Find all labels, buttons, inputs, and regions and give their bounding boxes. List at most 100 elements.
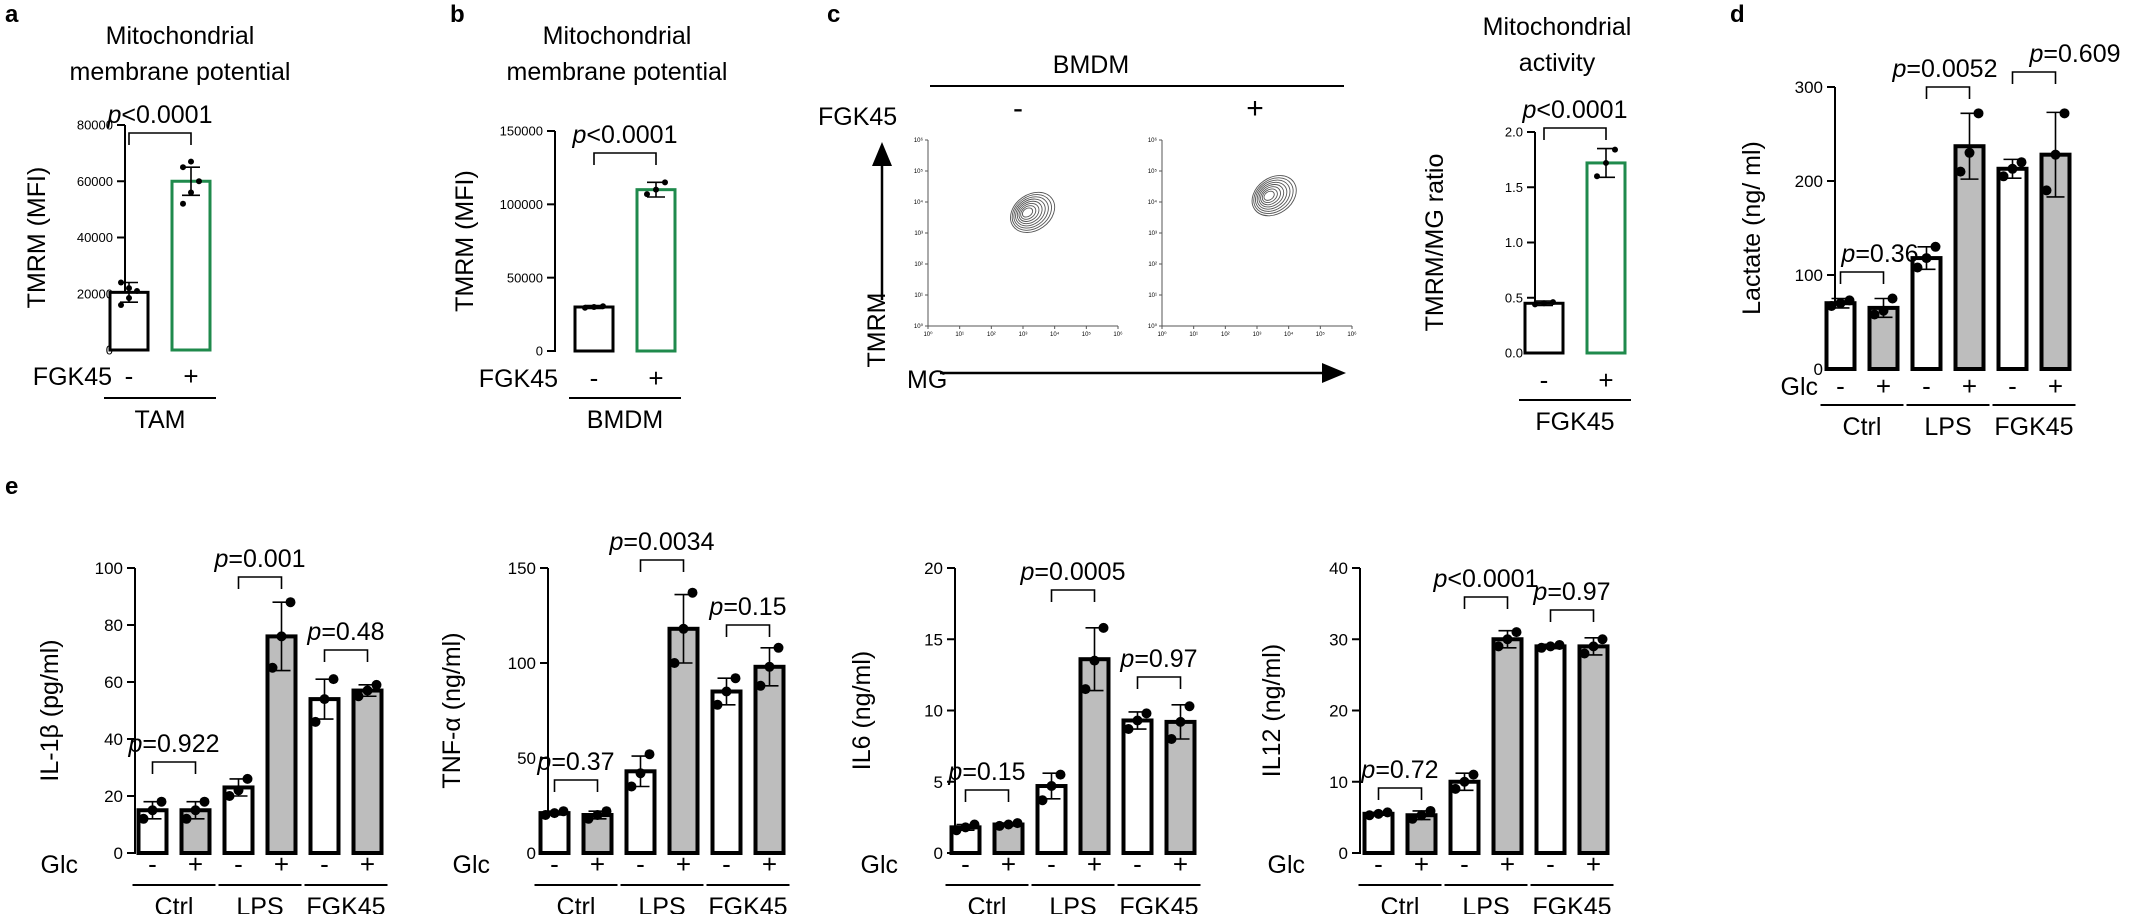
flow-header: BMDM — [1053, 51, 1129, 79]
panel-a-title-line2: membrane potential — [70, 58, 291, 86]
data-point — [582, 304, 588, 311]
data-point — [233, 785, 244, 796]
group-label: LPS — [1049, 893, 1096, 914]
data-point — [190, 805, 201, 816]
group-label: LPS — [1462, 893, 1509, 914]
x-tick-label: - — [1836, 371, 1845, 401]
flow-contour — [1016, 200, 1043, 225]
flow-x-arrowhead — [1322, 363, 1346, 383]
p-value-label-rest: =0.609 — [2043, 40, 2120, 68]
flow-y-tick-label: 10⁴ — [914, 199, 924, 206]
x-tick-label: + — [762, 849, 777, 879]
y-tick-label: 50000 — [507, 270, 543, 285]
bar — [351, 688, 384, 855]
data-point — [2059, 108, 2070, 119]
data-point — [1869, 309, 1880, 320]
data-point — [199, 796, 210, 807]
y-tick-label: 40000 — [77, 230, 113, 245]
p-value-label-p: p — [1840, 240, 1855, 268]
y-tick-label: 150000 — [500, 124, 543, 139]
y-tick-label: 80000 — [77, 118, 113, 133]
data-point — [310, 716, 321, 727]
y-tick-label: 1.0 — [1505, 235, 1523, 250]
p-value-label-p: p — [2028, 40, 2043, 68]
panel-e-chart-2: 0 50 100 150 TNF-α (ng/ml) - + - + - + Glc Ctrl LPS FG… — [438, 528, 790, 914]
data-point — [1184, 701, 1195, 712]
flow-y-axis-label: TMRM — [863, 293, 891, 368]
x-tick-label: + — [1087, 849, 1102, 879]
y-axis-label: IL-1β (pg/ml) — [36, 639, 64, 781]
flow-contour — [1251, 175, 1297, 217]
y-tick-label: 40 — [1329, 559, 1348, 578]
data-point — [371, 679, 382, 690]
flow-contour — [1260, 186, 1281, 206]
data-point — [180, 164, 186, 171]
bar — [1491, 637, 1524, 855]
flow-contour — [1258, 184, 1285, 208]
x-tick-label: + — [676, 849, 691, 879]
bar — [635, 188, 677, 353]
y-tick-label: 2.0 — [1505, 125, 1523, 140]
p-value-label: p=0.15 — [947, 758, 1025, 786]
data-point — [1878, 305, 1889, 316]
panel-a-title-line1: Mitochondrial — [106, 22, 255, 50]
flow-row-label: FGK45 — [818, 103, 897, 131]
data-point — [540, 810, 551, 820]
data-point — [134, 287, 140, 294]
y-tick-label: 1.5 — [1505, 180, 1523, 195]
p-value-label-p: p — [1532, 578, 1547, 606]
y-tick-label: 20000 — [77, 286, 113, 301]
data-point — [644, 749, 655, 760]
data-point — [362, 685, 373, 696]
p-value-label-p: p — [708, 593, 723, 621]
group-label: Ctrl — [968, 893, 1007, 914]
data-point — [601, 806, 612, 817]
group-label: LPS — [236, 893, 283, 914]
bar — [1996, 166, 2029, 371]
panel-c-chart: 0.0 0.5 1.0 1.5 2.0 TMRM/MG ratio - + FGK45 p<0.0… — [1421, 96, 1631, 436]
x-row-label: FGK45 — [479, 365, 558, 393]
p-value-label: p<0.0001 — [107, 101, 213, 129]
panel-letter-d: d — [1730, 1, 1745, 28]
flow-contour — [1256, 181, 1288, 210]
flow-y-tick-label: 10² — [914, 262, 923, 268]
flow-y-tick-label: 10⁶ — [914, 137, 924, 144]
p-value-label-p: p — [1522, 96, 1537, 124]
data-point — [635, 768, 646, 779]
data-point — [188, 189, 194, 196]
data-point — [1416, 810, 1427, 821]
panel-letter-c: c — [827, 1, 840, 28]
group-label: TAM — [135, 406, 186, 434]
y-tick-label: 200 — [1795, 172, 1823, 191]
bar — [1824, 301, 1857, 372]
flow-x-tick-label: 10⁴ — [1284, 331, 1294, 338]
data-point — [1382, 807, 1393, 818]
x-tick-label: + — [648, 363, 663, 393]
x-tick-label: + — [1598, 365, 1613, 395]
y-tick-label: 0 — [536, 344, 543, 359]
x-tick-label: - — [636, 849, 645, 879]
significance-bracket — [1136, 676, 1182, 689]
data-point — [118, 279, 124, 286]
group-label: LPS — [638, 893, 685, 914]
flow-y-tick-label: 10⁴ — [1148, 199, 1158, 206]
p-value-label: p=0.48 — [306, 618, 384, 646]
bar — [1910, 256, 1943, 371]
data-point — [583, 813, 594, 824]
flow-x-tick-label: 10³ — [1253, 332, 1262, 338]
significance-bracket — [151, 761, 197, 774]
p-value-label: p=0.0052 — [1892, 55, 1998, 83]
data-point — [591, 304, 597, 310]
group-label: Ctrl — [1381, 893, 1420, 914]
significance-bracket — [1463, 596, 1509, 609]
panel-letter-b: b — [450, 1, 465, 28]
panel-e-chart-4: 0 10 20 30 40 IL12 (ng/ml) - + - + - + Glc Ctrl LPS FGK… — [1258, 559, 1614, 914]
p-value-label-p: p — [107, 101, 122, 129]
significance-bracket — [593, 152, 657, 165]
x-tick-label: - — [1047, 849, 1056, 879]
x-tick-label: + — [1001, 849, 1016, 879]
group-label: FGK45 — [1994, 413, 2073, 441]
y-axis-label: TMRM/MG ratio — [1421, 154, 1449, 332]
x-row-label: Glc — [453, 851, 491, 879]
data-point — [558, 806, 569, 817]
